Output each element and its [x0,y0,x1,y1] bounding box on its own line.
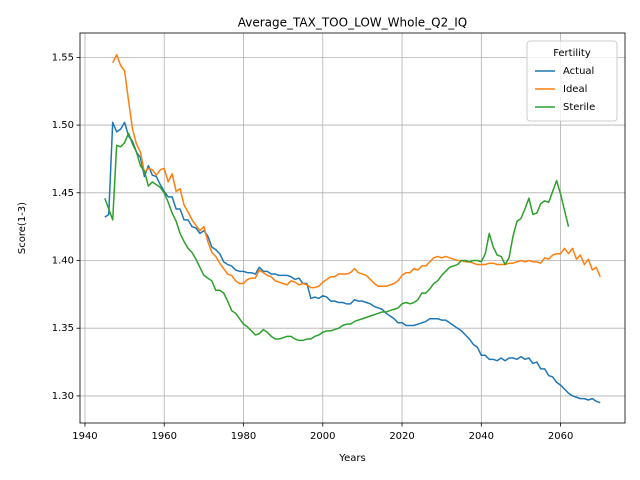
chart-title: Average_TAX_TOO_LOW_Whole_Q2_IQ [238,16,468,30]
y-tick-label: 1.40 [52,256,74,267]
x-tick-label: 2000 [310,431,335,442]
series-line [104,132,570,342]
x-tick-label: 1940 [72,431,97,442]
legend-title: Fertility [553,48,591,59]
legend-box [526,40,618,122]
x-tick-label: 1960 [152,431,177,442]
axes-frame [79,32,626,424]
y-tick-label: 1.50 [52,120,74,131]
legend-label: Ideal [563,84,587,95]
x-tick-label: 2020 [389,431,414,442]
series-line [104,121,601,404]
legend-label: Actual [563,66,594,77]
y-tick-label: 1.55 [52,52,74,63]
x-axis-label: Years [338,453,365,464]
x-tick-label: 1980 [231,431,256,442]
x-tick-label: 2060 [548,431,573,442]
grid [80,33,625,423]
ticks: 1940 1960 1980 2000 2020 2040 2060 1.30 1.35 1.40… [52,52,574,442]
x-tick-label: 2040 [469,431,494,442]
legend: Fertility Actual Ideal Sterile [526,40,618,122]
y-tick-label: 1.30 [52,391,74,402]
y-tick-label: 1.45 [52,188,74,199]
y-tick-label: 1.35 [52,323,74,334]
y-axis-label: Score(1-3) [17,202,28,254]
series-line [112,53,601,289]
plot-lines [104,53,601,404]
legend-label: Sterile [563,102,595,113]
